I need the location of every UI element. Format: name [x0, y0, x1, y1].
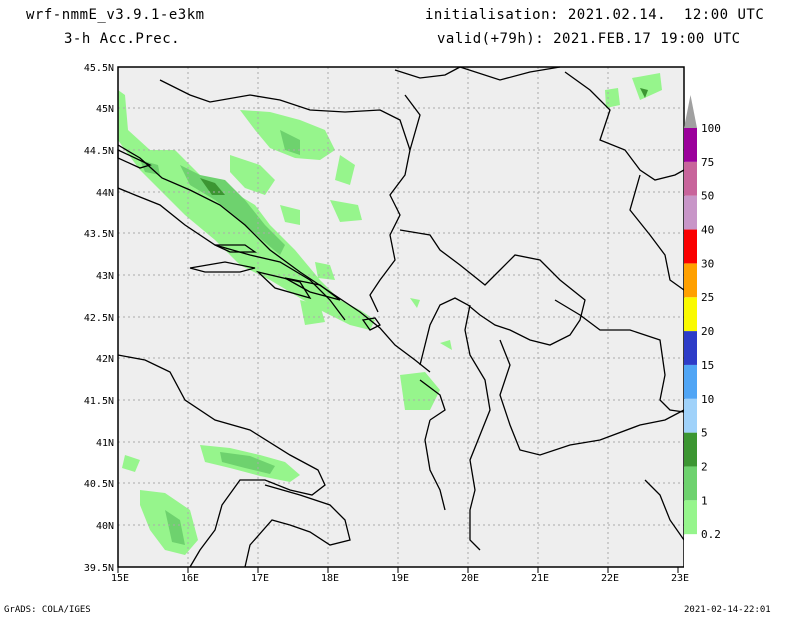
- lon-label: 21E: [531, 573, 549, 584]
- lat-labels: 45.5N 45N 44.5N 44N 43.5N 43N 42.5N 42N …: [84, 63, 114, 574]
- colorbar-box: [684, 128, 697, 162]
- colorbar-box: [684, 229, 697, 264]
- colorbar-label: 25: [701, 291, 714, 304]
- colorbar-box: [684, 331, 697, 365]
- valid-time: valid(+79h): 2021.FEB.17 19:00 UTC: [437, 31, 741, 47]
- colorbar-label: 100: [701, 122, 721, 135]
- colorbar-box: [684, 161, 697, 196]
- lat-label: 40.5N: [84, 479, 114, 490]
- lat-label: 45.5N: [84, 63, 114, 74]
- colorbar-label: 40: [701, 224, 714, 237]
- axis-ticks: [117, 567, 679, 573]
- lon-label: 18E: [321, 573, 339, 584]
- colorbar-box: [684, 263, 697, 298]
- colorbar-label: 15: [701, 359, 714, 372]
- field-name: 3-h Acc.Prec.: [64, 31, 181, 47]
- lon-label: 19E: [391, 573, 409, 584]
- coastlines-borders: [117, 66, 685, 568]
- colorbar-arrow: [684, 95, 697, 128]
- lat-label: 41N: [96, 438, 114, 449]
- lon-label: 23E: [671, 573, 689, 584]
- lat-label: 45N: [96, 104, 114, 115]
- colorbar-label: 20: [701, 325, 714, 338]
- lon-label: 15E: [111, 573, 129, 584]
- footer-right: 2021-02-14-22:01: [684, 605, 771, 615]
- lat-label: 41.5N: [84, 396, 114, 407]
- lat-label: 44.5N: [84, 146, 114, 157]
- lat-label: 43N: [96, 271, 114, 282]
- colorbar-box: [684, 534, 697, 568]
- colorbar-label: 0.2: [701, 528, 721, 541]
- lat-label: 42N: [96, 354, 114, 365]
- colorbar-label: 75: [701, 156, 714, 169]
- colorbar-box: [684, 432, 697, 467]
- colorbar-label: 5: [701, 427, 708, 440]
- colorbar-box: [684, 466, 697, 501]
- lat-label: 44N: [96, 188, 114, 199]
- colorbar-box: [684, 297, 697, 332]
- colorbar-box: [684, 195, 697, 230]
- lat-label: 42.5N: [84, 313, 114, 324]
- lon-label: 17E: [251, 573, 269, 584]
- lon-labels: 15E 16E 17E 18E 19E 20E 21E 22E 23E: [111, 573, 689, 584]
- colorbar-box: [684, 500, 697, 535]
- colorbar-label: 30: [701, 257, 714, 270]
- lat-label: 40N: [96, 521, 114, 532]
- lon-label: 16E: [181, 573, 199, 584]
- colorbar-label: 1: [701, 494, 708, 507]
- colorbar-label: 2: [701, 460, 708, 473]
- model-name: wrf-nmmE_v3.9.1-e3km: [26, 7, 205, 23]
- colorbar-label: 10: [701, 393, 714, 406]
- colorbar-label: 50: [701, 190, 714, 203]
- footer-left: GrADS: COLA/IGES: [4, 605, 91, 615]
- init-time: initialisation: 2021.02.14. 12:00 UTC: [425, 7, 765, 23]
- lon-label: 22E: [601, 573, 619, 584]
- lat-label: 39.5N: [84, 563, 114, 574]
- lat-label: 43.5N: [84, 229, 114, 240]
- colorbar-box: [684, 398, 697, 433]
- lon-label: 20E: [461, 573, 479, 584]
- colorbar-box: [684, 364, 697, 399]
